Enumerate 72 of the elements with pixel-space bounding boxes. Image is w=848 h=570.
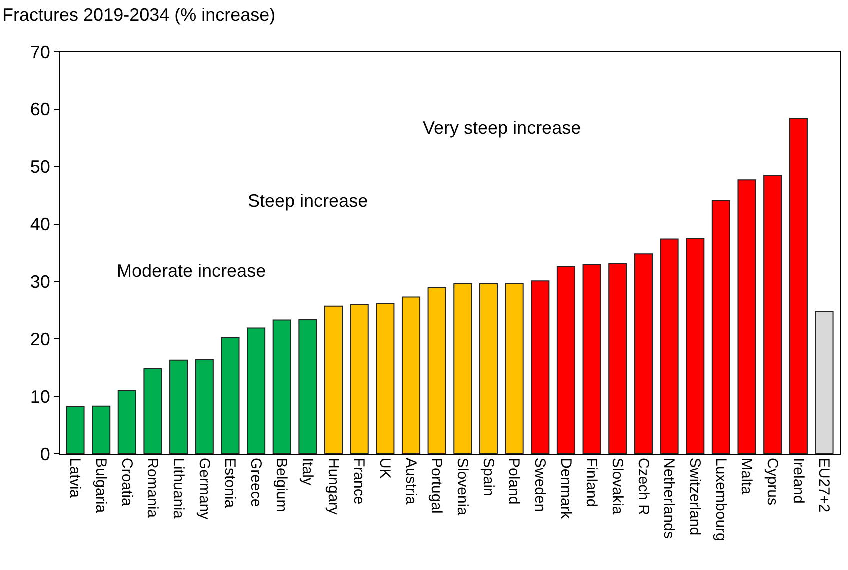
y-tick-label: 10 xyxy=(30,386,50,407)
x-tick-label: Estonia xyxy=(222,458,239,509)
bar xyxy=(454,284,472,454)
x-tick-label: Cyprus xyxy=(764,458,781,506)
x-tick-label: Slovakia xyxy=(609,458,626,516)
y-tick-label: 60 xyxy=(30,100,50,120)
x-tick-label: Croatia xyxy=(118,458,136,508)
x-tick-label: UK xyxy=(376,458,394,479)
x-tick-label: Finland xyxy=(583,458,600,508)
bar xyxy=(350,304,369,454)
x-tick-label: Slovenia xyxy=(454,458,472,516)
annotation: Moderate increase xyxy=(117,261,266,281)
x-tick-label: Italy xyxy=(299,458,316,486)
bar xyxy=(376,303,395,454)
bar xyxy=(660,238,679,454)
x-tick-label: Sweden xyxy=(532,458,549,512)
bar xyxy=(170,360,188,454)
bar xyxy=(686,238,705,454)
x-tick-label: Lithuania xyxy=(170,458,187,520)
bar xyxy=(92,406,111,454)
chart-title: Fractures 2019-2034 (% increase) xyxy=(2,5,276,26)
annotation: Steep increase xyxy=(248,191,368,211)
x-tick-label: Switzerland xyxy=(686,458,704,536)
x-tick-label: Netherlands xyxy=(660,458,678,539)
bar xyxy=(221,337,240,454)
x-tick-label: Germany xyxy=(196,458,213,520)
bar xyxy=(712,200,730,454)
y-tick-label: 40 xyxy=(30,214,50,235)
x-tick-label: Ireland xyxy=(790,458,807,504)
x-tick-label: Luxembourg xyxy=(712,458,730,542)
bar xyxy=(247,328,266,454)
y-tick-label: 50 xyxy=(30,157,50,178)
bar xyxy=(505,282,524,454)
bar xyxy=(298,319,318,454)
y-tick-label: 20 xyxy=(30,329,50,350)
x-tick-label: Austria xyxy=(402,458,420,506)
bar xyxy=(402,296,421,454)
bar xyxy=(582,264,602,454)
bar xyxy=(144,368,162,454)
x-tick-label: Romania xyxy=(144,458,162,519)
x-tick-label: Denmark xyxy=(557,458,574,520)
bar xyxy=(608,263,628,454)
annotation: Very steep increase xyxy=(423,118,582,138)
x-tick-label: Portugal xyxy=(428,458,446,514)
y-tick-label: 30 xyxy=(30,272,50,292)
bar xyxy=(324,306,344,454)
bar xyxy=(428,288,446,454)
x-tick-label: Hungary xyxy=(324,458,342,516)
bar xyxy=(118,390,136,454)
y-tick-label: 0 xyxy=(40,444,50,464)
x-tick-label: Spain xyxy=(480,458,497,496)
bar xyxy=(479,284,498,454)
x-tick-label: France xyxy=(350,458,368,505)
x-tick-label: Poland xyxy=(506,458,523,505)
bar xyxy=(66,406,85,454)
bar xyxy=(815,311,834,454)
bar xyxy=(272,320,292,454)
bar xyxy=(738,180,756,454)
x-tick-label: Belgium xyxy=(273,458,290,512)
x-tick-label: Bulgaria xyxy=(92,458,110,514)
bar xyxy=(634,254,653,454)
bar xyxy=(764,174,782,454)
x-tick-label: Latvia xyxy=(66,458,84,499)
bar xyxy=(556,266,576,454)
bar xyxy=(195,359,214,454)
x-tick-label: EU27+2 xyxy=(816,458,833,513)
y-tick-label: 70 xyxy=(30,42,50,62)
bar xyxy=(789,118,808,454)
x-tick-label: Malta xyxy=(738,458,756,496)
x-tick-label: Greece xyxy=(247,458,264,508)
bar xyxy=(531,280,550,454)
x-tick-label: Czech R xyxy=(634,458,652,516)
